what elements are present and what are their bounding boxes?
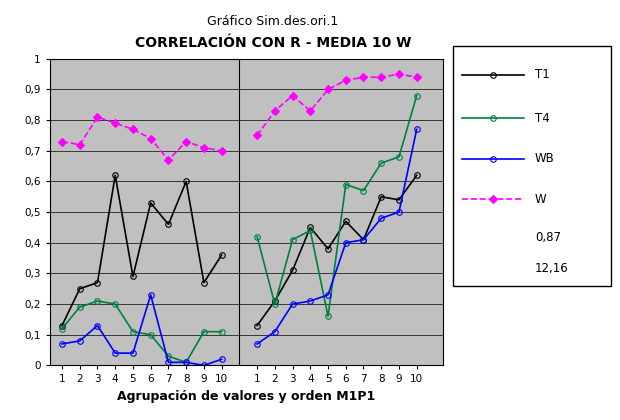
Text: WB: WB [535, 152, 554, 165]
Text: 12,16: 12,16 [535, 262, 569, 276]
Text: W: W [535, 193, 546, 206]
Text: T4: T4 [535, 112, 549, 124]
Text: 0,87: 0,87 [535, 231, 561, 244]
Text: CORRELACIÓN CON R - MEDIA 10 W: CORRELACIÓN CON R - MEDIA 10 W [135, 36, 411, 50]
X-axis label: Agrupación de valores y orden M1P1: Agrupación de valores y orden M1P1 [117, 390, 376, 403]
Text: T1: T1 [535, 68, 549, 81]
Text: Gráfico Sim.des.ori.1: Gráfico Sim.des.ori.1 [207, 15, 339, 28]
